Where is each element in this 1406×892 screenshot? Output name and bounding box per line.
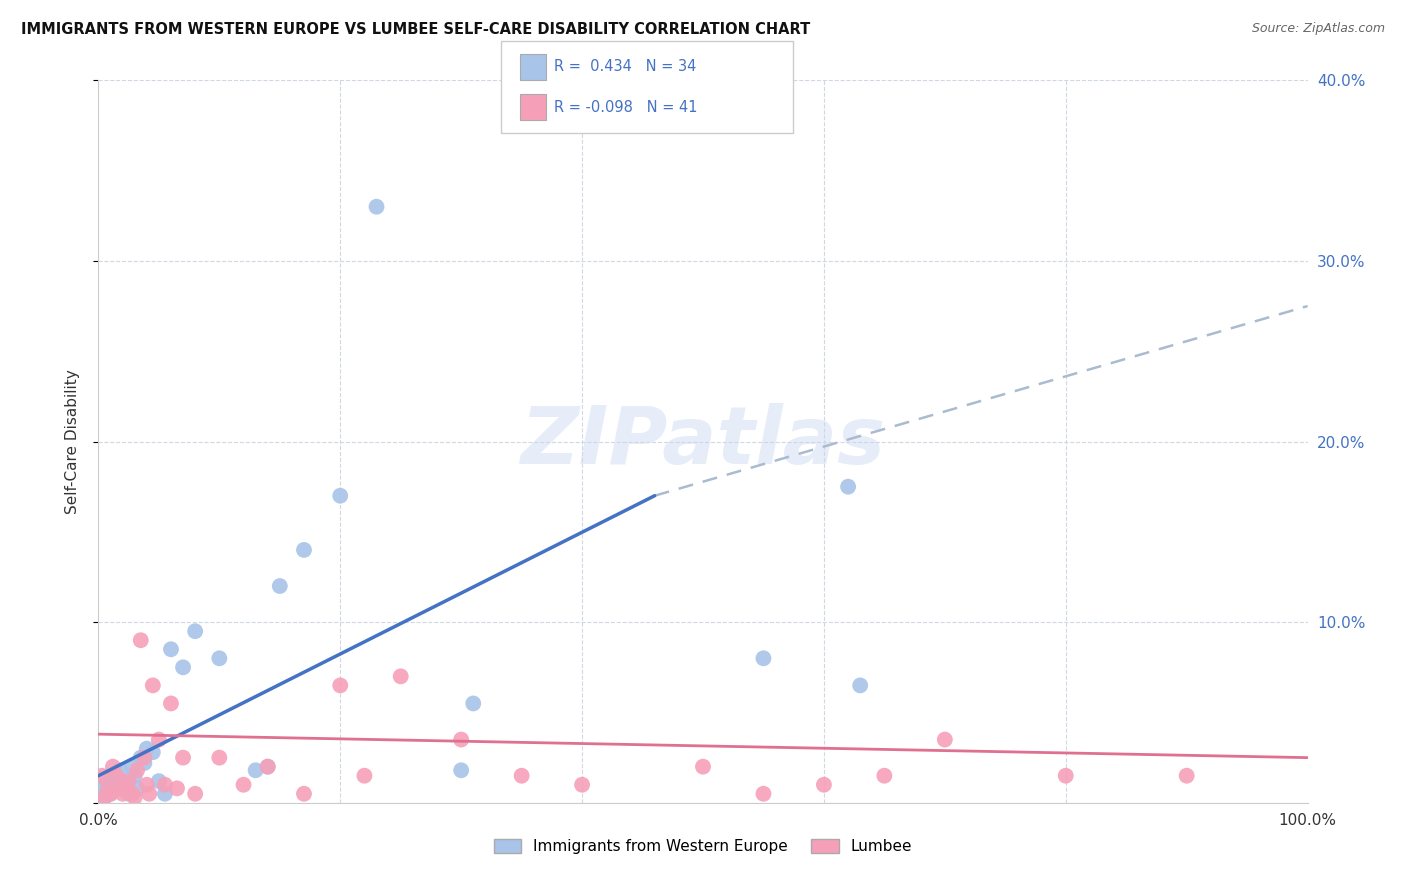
Point — [108, 764, 131, 778]
Point — [366, 200, 388, 214]
Point — [111, 787, 134, 801]
Point — [1054, 769, 1077, 783]
Point — [108, 781, 131, 796]
Point — [135, 778, 157, 792]
Point — [873, 769, 896, 783]
Point — [153, 787, 176, 801]
Point — [450, 764, 472, 778]
Point — [148, 774, 170, 789]
Point — [114, 781, 136, 796]
Point — [329, 678, 352, 692]
Point — [837, 480, 859, 494]
Point — [93, 790, 115, 805]
Point — [510, 769, 533, 783]
Point — [111, 774, 134, 789]
Point — [934, 732, 956, 747]
Point — [148, 732, 170, 747]
Point — [105, 778, 128, 792]
Point — [849, 678, 872, 692]
Text: R = -0.098   N = 41: R = -0.098 N = 41 — [554, 100, 697, 114]
Point — [124, 790, 146, 805]
Text: R =  0.434   N = 34: R = 0.434 N = 34 — [554, 60, 696, 74]
Point — [184, 787, 207, 801]
Point — [450, 732, 472, 747]
Text: Source: ZipAtlas.com: Source: ZipAtlas.com — [1251, 22, 1385, 36]
Point — [160, 642, 183, 657]
Point — [160, 697, 183, 711]
Point — [129, 633, 152, 648]
Point — [134, 756, 156, 770]
Point — [692, 760, 714, 774]
Point — [91, 769, 114, 783]
Point — [100, 787, 122, 801]
Point — [138, 787, 160, 801]
Point — [101, 760, 124, 774]
Point — [100, 787, 122, 801]
Point — [1175, 769, 1198, 783]
Point — [329, 489, 352, 503]
Point — [172, 660, 194, 674]
Point — [135, 741, 157, 756]
Point — [129, 750, 152, 764]
Point — [232, 778, 254, 792]
Point — [752, 651, 775, 665]
Point — [256, 760, 278, 774]
Point — [269, 579, 291, 593]
Point — [118, 787, 141, 801]
Point — [105, 769, 128, 783]
Point — [121, 787, 143, 801]
Text: IMMIGRANTS FROM WESTERN EUROPE VS LUMBEE SELF-CARE DISABILITY CORRELATION CHART: IMMIGRANTS FROM WESTERN EUROPE VS LUMBEE… — [21, 22, 810, 37]
Point — [142, 678, 165, 692]
Text: ZIPatlas: ZIPatlas — [520, 402, 886, 481]
Point — [121, 760, 143, 774]
Point — [91, 781, 114, 796]
Point — [184, 624, 207, 639]
Point — [142, 745, 165, 759]
Point — [172, 750, 194, 764]
Y-axis label: Self-Care Disability: Self-Care Disability — [65, 369, 80, 514]
Point — [134, 750, 156, 764]
Point — [292, 787, 315, 801]
Point — [118, 774, 141, 789]
Point — [166, 781, 188, 796]
Point — [101, 769, 124, 783]
Point — [96, 774, 118, 789]
Point — [256, 760, 278, 774]
Point — [93, 790, 115, 805]
Point — [463, 697, 485, 711]
Point — [115, 778, 138, 792]
Point — [353, 769, 375, 783]
Point — [124, 769, 146, 783]
Point — [245, 764, 267, 778]
Point — [97, 781, 120, 796]
Point — [389, 669, 412, 683]
Point — [292, 542, 315, 557]
Point — [127, 764, 149, 778]
Point — [571, 778, 593, 792]
Point — [752, 787, 775, 801]
Point — [208, 750, 231, 764]
Point — [208, 651, 231, 665]
Point — [813, 778, 835, 792]
Point — [153, 778, 176, 792]
Legend: Immigrants from Western Europe, Lumbee: Immigrants from Western Europe, Lumbee — [488, 833, 918, 860]
Point — [127, 781, 149, 796]
